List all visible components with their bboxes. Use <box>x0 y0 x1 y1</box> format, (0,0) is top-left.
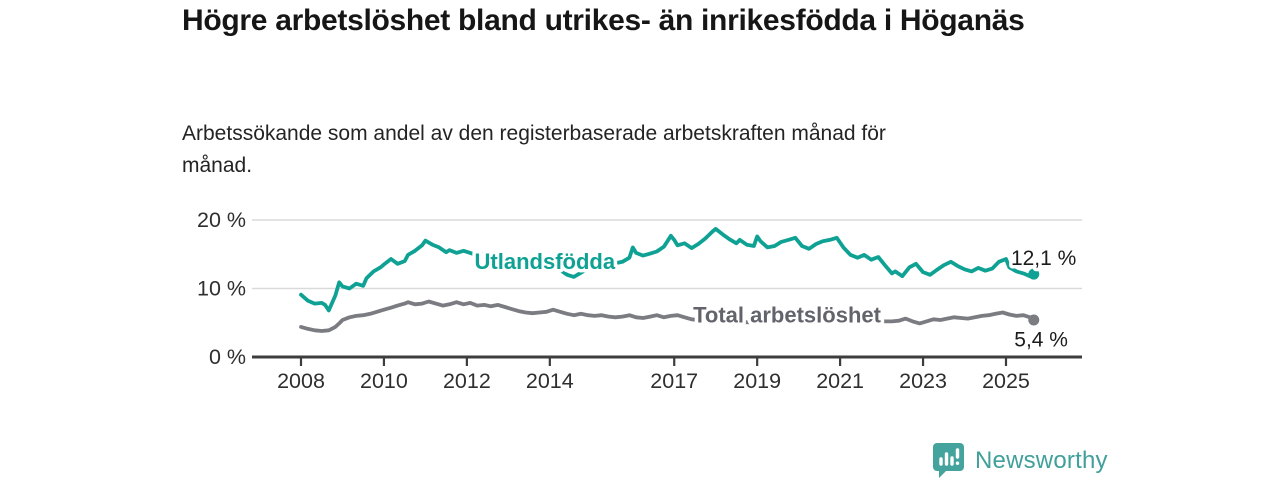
end-value-label: 12,1 % <box>1011 247 1076 270</box>
series-label: Total arbetslöshet <box>693 302 882 327</box>
logo-bubble <box>933 443 964 478</box>
y-tick-label: 20 % <box>197 208 246 232</box>
chart-subtitle: Arbetssökande som andel av den registerb… <box>182 122 886 177</box>
x-tick-label: 2017 <box>650 369 698 393</box>
series-label: Utlandsfödda <box>475 249 616 274</box>
x-tick-label: 2019 <box>733 369 781 393</box>
newsworthy-brand-text: Newsworthy <box>975 446 1108 474</box>
x-tick-label: 2010 <box>360 369 408 393</box>
y-tick-label: 0 % <box>209 345 246 369</box>
end-value-label: 5,4 % <box>1014 329 1068 352</box>
x-tick-label: 2014 <box>526 369 574 393</box>
logo-bars <box>939 448 960 466</box>
series-line-utlandsf-dda <box>299 227 1036 313</box>
chart-title: Högre arbetslöshet bland utrikes- än inr… <box>182 4 1025 37</box>
y-tick-label: 10 % <box>197 277 246 301</box>
x-tick-label: 2021 <box>816 369 864 393</box>
x-tick-label: 2023 <box>899 369 947 393</box>
series-end-dot-total-arbetsl-shet <box>1028 314 1040 326</box>
series-end-dot-utlandsf-dda <box>1028 268 1040 280</box>
newsworthy-logo[interactable]: Newsworthy <box>933 442 1108 479</box>
x-tick-label: 2012 <box>443 369 491 393</box>
newsworthy-icon <box>933 443 964 478</box>
x-tick-label: 2025 <box>982 369 1030 393</box>
series-line-total-arbetsl-shet <box>299 299 1036 333</box>
x-tick-label: 2008 <box>277 369 325 393</box>
